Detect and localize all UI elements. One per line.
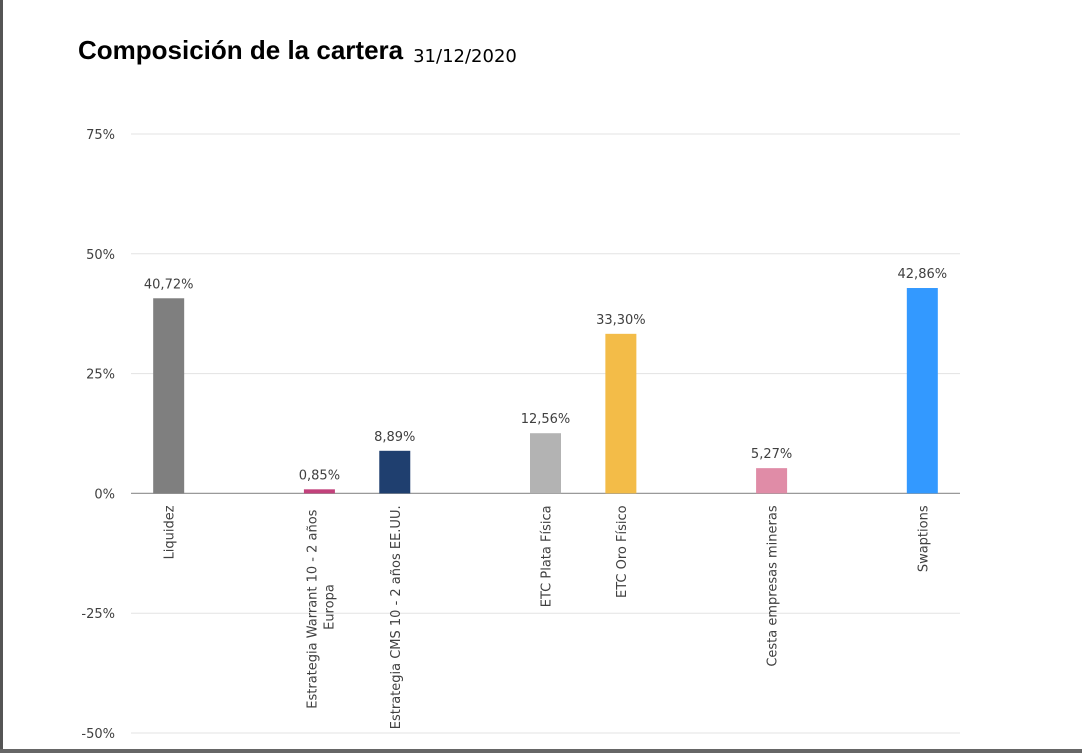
- bar: [379, 450, 411, 494]
- y-tick-label: -25%: [81, 607, 115, 622]
- x-tick-label: Swaptions: [916, 505, 931, 572]
- y-tick-label: 0%: [94, 487, 115, 502]
- y-tick-label: 50%: [86, 248, 115, 263]
- value-label: 40,72%: [144, 277, 194, 292]
- x-tick-label: ETC Oro Físico: [615, 505, 630, 598]
- bar: [303, 489, 335, 494]
- y-tick-label: 25%: [86, 368, 115, 383]
- x-tick-label: ETC Plata Física: [540, 505, 555, 607]
- value-label: 0,85%: [299, 468, 340, 483]
- bar: [605, 333, 637, 494]
- chart-subtitle: 31/12/2020: [413, 46, 517, 67]
- x-tick-label: Liquidez: [163, 505, 178, 559]
- bar: [906, 288, 938, 494]
- value-label: 5,27%: [751, 447, 792, 462]
- x-tick-label: Estrategia Warrant 10 - 2 años Europa: [305, 505, 337, 708]
- y-tick-label: 75%: [86, 128, 115, 143]
- value-label: 8,89%: [374, 430, 415, 445]
- x-tick-label: Cesta empresas mineras: [766, 505, 781, 666]
- value-label: 42,86%: [898, 267, 948, 282]
- value-label: 33,30%: [596, 313, 646, 328]
- value-label: 12,56%: [521, 412, 571, 427]
- chart-title: Composición de la cartera: [78, 35, 404, 65]
- x-tick-label: Estrategia CMS 10 - 2 años EE.UU.: [389, 505, 404, 729]
- bar: [530, 433, 561, 494]
- bar: [756, 468, 788, 494]
- y-tick-label: -50%: [81, 727, 115, 742]
- bar: [153, 298, 185, 494]
